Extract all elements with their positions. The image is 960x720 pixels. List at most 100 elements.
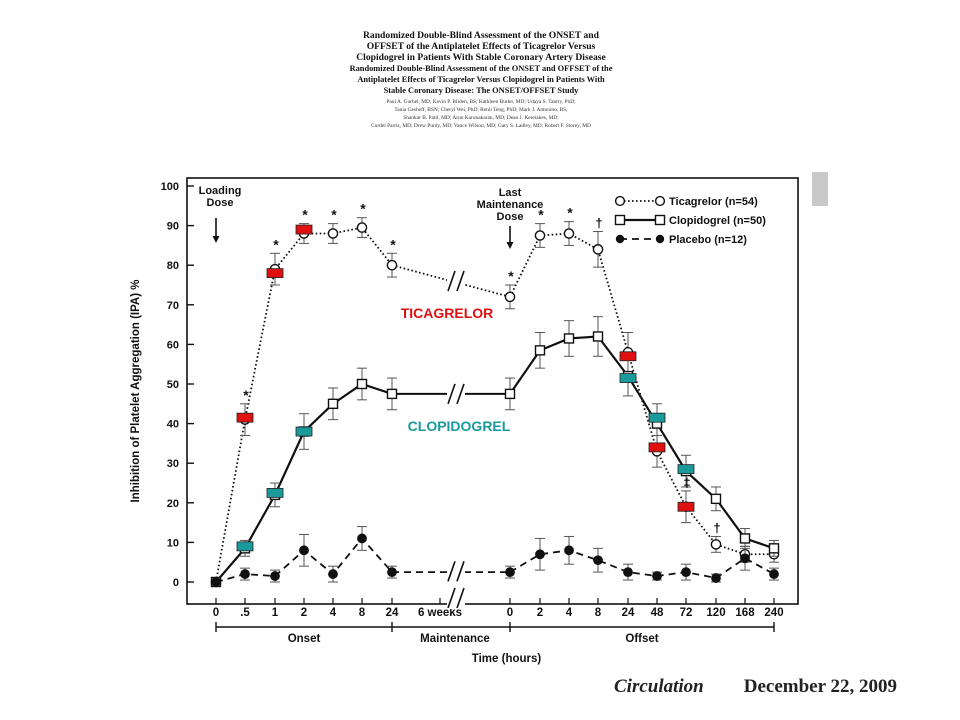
maintenance-dose-arrowhead: [506, 242, 514, 249]
loading-dose-label: Dose: [207, 197, 234, 209]
data-point-placebo: [740, 553, 750, 564]
publication-date: December 22, 2009: [743, 676, 897, 697]
axis-break-slash: [447, 561, 456, 582]
y-tick-label: 30: [167, 458, 179, 470]
paper-subtitle-line-2: Antiplatelet Effects of Ticagrelor Versu…: [357, 75, 605, 84]
axis-break-slash: [456, 383, 465, 405]
significance-mark: *: [302, 207, 308, 223]
data-point-clopidogrel: [563, 333, 575, 344]
clopidogrel-overlay-label: CLOPIDOGREL: [408, 418, 511, 434]
journal-footer: Circulation December 22, 2009: [614, 676, 897, 698]
axis-break-slash: [456, 587, 465, 609]
legend-marker-clopidogrel: [654, 214, 666, 226]
x-tick-label: 72: [680, 607, 693, 619]
plot-frame: [186, 177, 799, 605]
x-axis: 0.5 1 2 4 8 24 6 weeks 0 2 4 8 24 48 72 120 168 240Time …: [213, 598, 784, 665]
x-tick-label: 48: [651, 607, 664, 619]
ticagrelor-highlight-marker: [236, 412, 254, 423]
x-tick-label: 120: [706, 607, 725, 619]
data-point-clopidogrel: [592, 331, 604, 342]
data-point-ticagrelor: [327, 228, 339, 239]
ticagrelor-highlight-marker: [619, 351, 637, 362]
clopidogrel-highlight-marker: [619, 373, 637, 383]
authors-line-2: Tania Gesheff, BSN; Cheryl Wei, PhD; Ren…: [394, 107, 568, 113]
y-tick-label: 20: [167, 498, 179, 510]
y-axis: 0 10 20 30 40 50 60 70 80 90 100 Inhibition of Plat…: [130, 181, 194, 589]
data-point-clopidogrel: [356, 378, 368, 390]
axis-break-slash: [447, 383, 456, 405]
legend: Ticagrelor (n=54) Clopidogrel (n=50) Place…: [614, 195, 766, 246]
data-point-placebo: [593, 555, 603, 566]
data-point-placebo: [505, 567, 515, 577]
series-line-clopidogrel: [509, 335, 775, 550]
y-tick-label: 60: [167, 339, 179, 351]
axis-break-mask: [447, 587, 465, 609]
significance-mark: *: [331, 207, 337, 223]
axis-break-slash: [447, 587, 456, 609]
legend-label-placebo: Placebo (n=12): [669, 234, 747, 246]
paper-header: Randomized Double-Blind Assessment of th…: [318, 30, 644, 130]
ticagrelor-highlight-marker: [266, 268, 284, 279]
clopidogrel-highlight-marker: [266, 487, 284, 498]
x-tick-label: 0: [507, 607, 513, 619]
data-point-clopidogrel: [386, 388, 398, 400]
axis-break-mask: [447, 270, 465, 293]
axis-break-mask: [447, 382, 465, 405]
paper-subtitle-line-3: Stable Coronary Disease: The ONSET/OFFSE…: [383, 86, 579, 95]
x-tick-label: 240: [764, 607, 783, 619]
axis-break-slash: [447, 270, 456, 292]
series-line-placebo: [509, 549, 775, 579]
significance-mark: ‡: [683, 475, 690, 490]
loading-dose-label: Loading: [199, 185, 242, 197]
significance-mark: *: [243, 387, 249, 403]
significance-mark: *: [390, 236, 396, 252]
phase-label: Maintenance: [420, 633, 490, 645]
data-point-placebo: [240, 569, 250, 579]
last-maintenance-dose-label: Maintenance: [477, 199, 544, 211]
data-point-placebo: [535, 549, 545, 560]
legend-marker-ticagrelor: [654, 195, 666, 207]
data-point-clopidogrel: [327, 398, 339, 409]
x-tick-label: 2: [537, 607, 543, 619]
last-maintenance-dose-label: Last: [499, 187, 522, 199]
data-point-placebo: [711, 573, 721, 583]
x-tick-label: 24: [622, 607, 635, 619]
legend-marker-clopidogrel: [614, 214, 626, 226]
x-tick-label: 6 weeks: [418, 607, 462, 619]
phase-bar: Onset Maintenance Offset: [215, 622, 775, 645]
last-maintenance-dose-label: Dose: [497, 211, 524, 223]
legend-label-clopidogrel: Clopidogrel (n=50): [669, 215, 766, 227]
phase-label: Onset: [288, 633, 321, 645]
paper-subtitle-line-1: Randomized Double-Blind Assessment of th…: [349, 64, 613, 73]
y-tick-label: 50: [167, 379, 179, 391]
data-point-ticagrelor: [534, 230, 546, 241]
clopidogrel-highlight-marker: [295, 426, 313, 437]
y-axis-label: Inhibition of Platelet Aggregation (IPA)…: [130, 280, 142, 503]
data-point-clopidogrel: [710, 493, 722, 505]
ticagrelor-highlight-marker: [295, 224, 313, 235]
x-tick-label: 8: [359, 607, 366, 619]
data-point-clopidogrel: [504, 388, 516, 400]
phase-label: Offset: [625, 633, 658, 645]
x-tick-label: 0: [213, 607, 219, 619]
data-point-placebo: [681, 567, 691, 577]
x-tick-label: 8: [595, 607, 602, 619]
significance-mark: †: [595, 216, 602, 231]
y-tick-label: 90: [167, 221, 179, 233]
x-tick-label: .5: [240, 607, 250, 619]
data-point-ticagrelor: [386, 259, 398, 271]
journal-name: Circulation: [614, 676, 704, 697]
overlay-layer: TICAGRELOR CLOPIDOGREL: [236, 224, 695, 552]
data-point-placebo: [357, 533, 367, 544]
paper-title-line-3: Clopidogrel in Patients With Stable Coro…: [356, 52, 606, 63]
significance-mark: †: [713, 520, 720, 535]
data-point-placebo: [211, 577, 221, 587]
legend-marker-ticagrelor: [614, 195, 626, 207]
series-placebo: [211, 526, 779, 587]
decorative-gray-band: [812, 172, 828, 206]
data-point-ticagrelor: [504, 291, 516, 303]
data-point-placebo: [270, 571, 280, 581]
x-tick-label: 4: [566, 607, 573, 619]
y-tick-label: 100: [161, 181, 179, 193]
